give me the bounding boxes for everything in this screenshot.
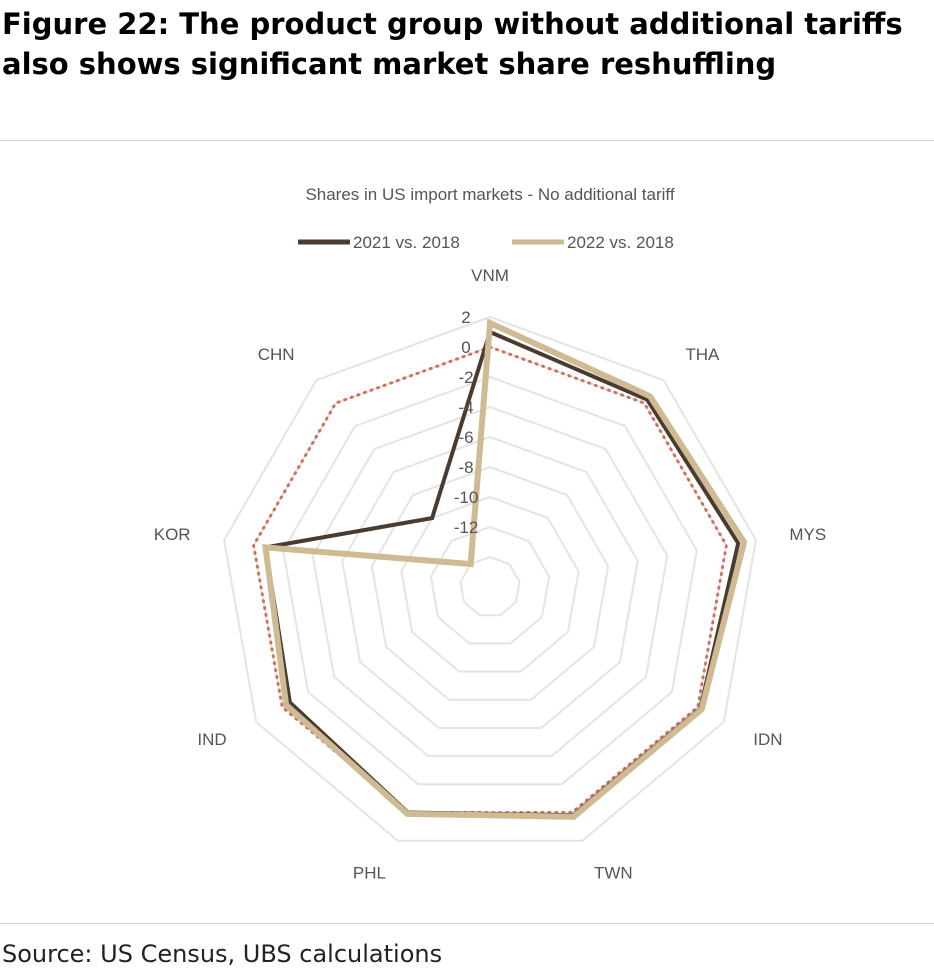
legend-label-2022: 2022 vs. 2018 xyxy=(567,233,674,252)
grid-ring xyxy=(311,405,669,758)
legend: 2021 vs. 2018 2022 vs. 2018 xyxy=(298,233,674,252)
tick-label: -10 xyxy=(454,488,479,507)
category-labels: VNM THA MYS IDN TWN PHL IND KOR CHN xyxy=(154,266,826,883)
grid-ring xyxy=(282,375,698,786)
tick-label: -12 xyxy=(454,518,479,537)
category-label-ind: IND xyxy=(197,730,226,749)
legend-label-2021: 2021 vs. 2018 xyxy=(353,233,460,252)
top-divider xyxy=(0,140,934,141)
series-line-reference-2 xyxy=(252,345,728,814)
grid-ring xyxy=(370,465,610,701)
bottom-divider xyxy=(0,923,934,924)
figure-title: Figure 22: The product group without add… xyxy=(2,7,903,81)
radar-chart: Shares in US import markets - No additio… xyxy=(154,185,826,883)
category-label-vnm: VNM xyxy=(471,266,509,285)
tick-label: -4 xyxy=(458,398,473,417)
source-note: Source: US Census, UBS calculations xyxy=(2,940,443,968)
grid-ring xyxy=(400,495,580,673)
category-label-tha: THA xyxy=(685,345,720,364)
grid-ring xyxy=(429,525,551,645)
radar-series xyxy=(252,318,748,820)
tick-label: -6 xyxy=(458,428,473,447)
chart-title: Shares in US import markets - No additio… xyxy=(305,185,674,204)
tick-label: 0 xyxy=(461,338,470,357)
grid-ring xyxy=(341,435,639,729)
category-label-idn: IDN xyxy=(753,730,782,749)
radar-grid xyxy=(223,315,757,842)
grid-ring xyxy=(459,555,521,617)
series-line-2021-vs-2018 xyxy=(263,329,741,818)
tick-label: -2 xyxy=(458,368,473,387)
category-label-mys: MYS xyxy=(789,525,826,544)
category-label-chn: CHN xyxy=(258,345,295,364)
series-line-2022-vs-2018 xyxy=(262,318,748,820)
tick-label: -8 xyxy=(458,458,473,477)
tick-label: 2 xyxy=(461,308,470,327)
grid-ring xyxy=(223,315,757,842)
category-label-twn: TWN xyxy=(594,864,633,883)
category-label-phl: PHL xyxy=(353,864,386,883)
category-label-kor: KOR xyxy=(154,525,191,544)
radial-tick-labels: 2 0 -2 -4 -6 -8 -10 -12 xyxy=(454,308,479,537)
